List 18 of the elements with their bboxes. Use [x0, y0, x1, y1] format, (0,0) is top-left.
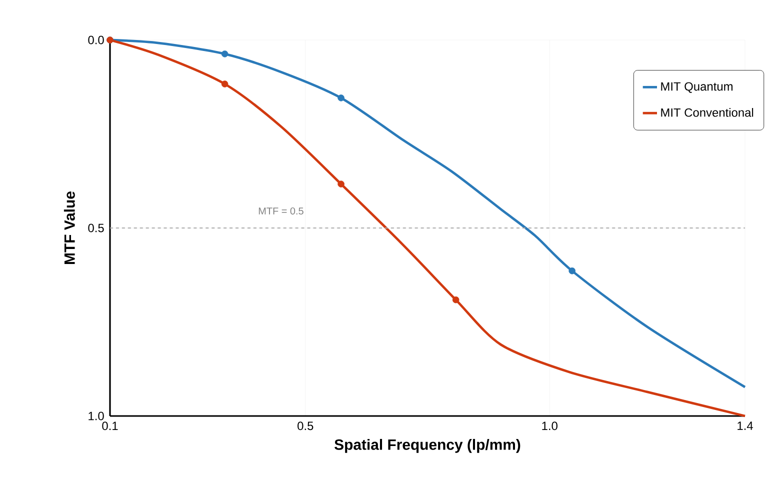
- x-tick-label: 1.0: [542, 422, 558, 430]
- point: [221, 50, 228, 58]
- ref-line-label: MTF = 0.5: [258, 207, 304, 215]
- point: [568, 267, 576, 274]
- y-tick-label: 0.5: [88, 224, 104, 232]
- point: [338, 94, 344, 102]
- legend-label: MIT Conventional: [661, 108, 754, 117]
- point: [452, 296, 460, 304]
- point: [338, 180, 344, 188]
- x-tick-label: 0.5: [298, 422, 314, 430]
- point: [221, 80, 228, 88]
- y-tick-label: 1.0: [88, 412, 104, 420]
- x-axis-title: Spatial Frequency (lp/mm): [334, 438, 520, 453]
- x-tick-label: 0.1: [102, 422, 118, 430]
- y-axis-title: MTF Value: [64, 192, 75, 264]
- legend-label: MIT Quantum: [661, 82, 732, 93]
- x-tick-label: 1.4: [738, 422, 753, 430]
- y-tick-label: 0.0: [88, 36, 104, 44]
